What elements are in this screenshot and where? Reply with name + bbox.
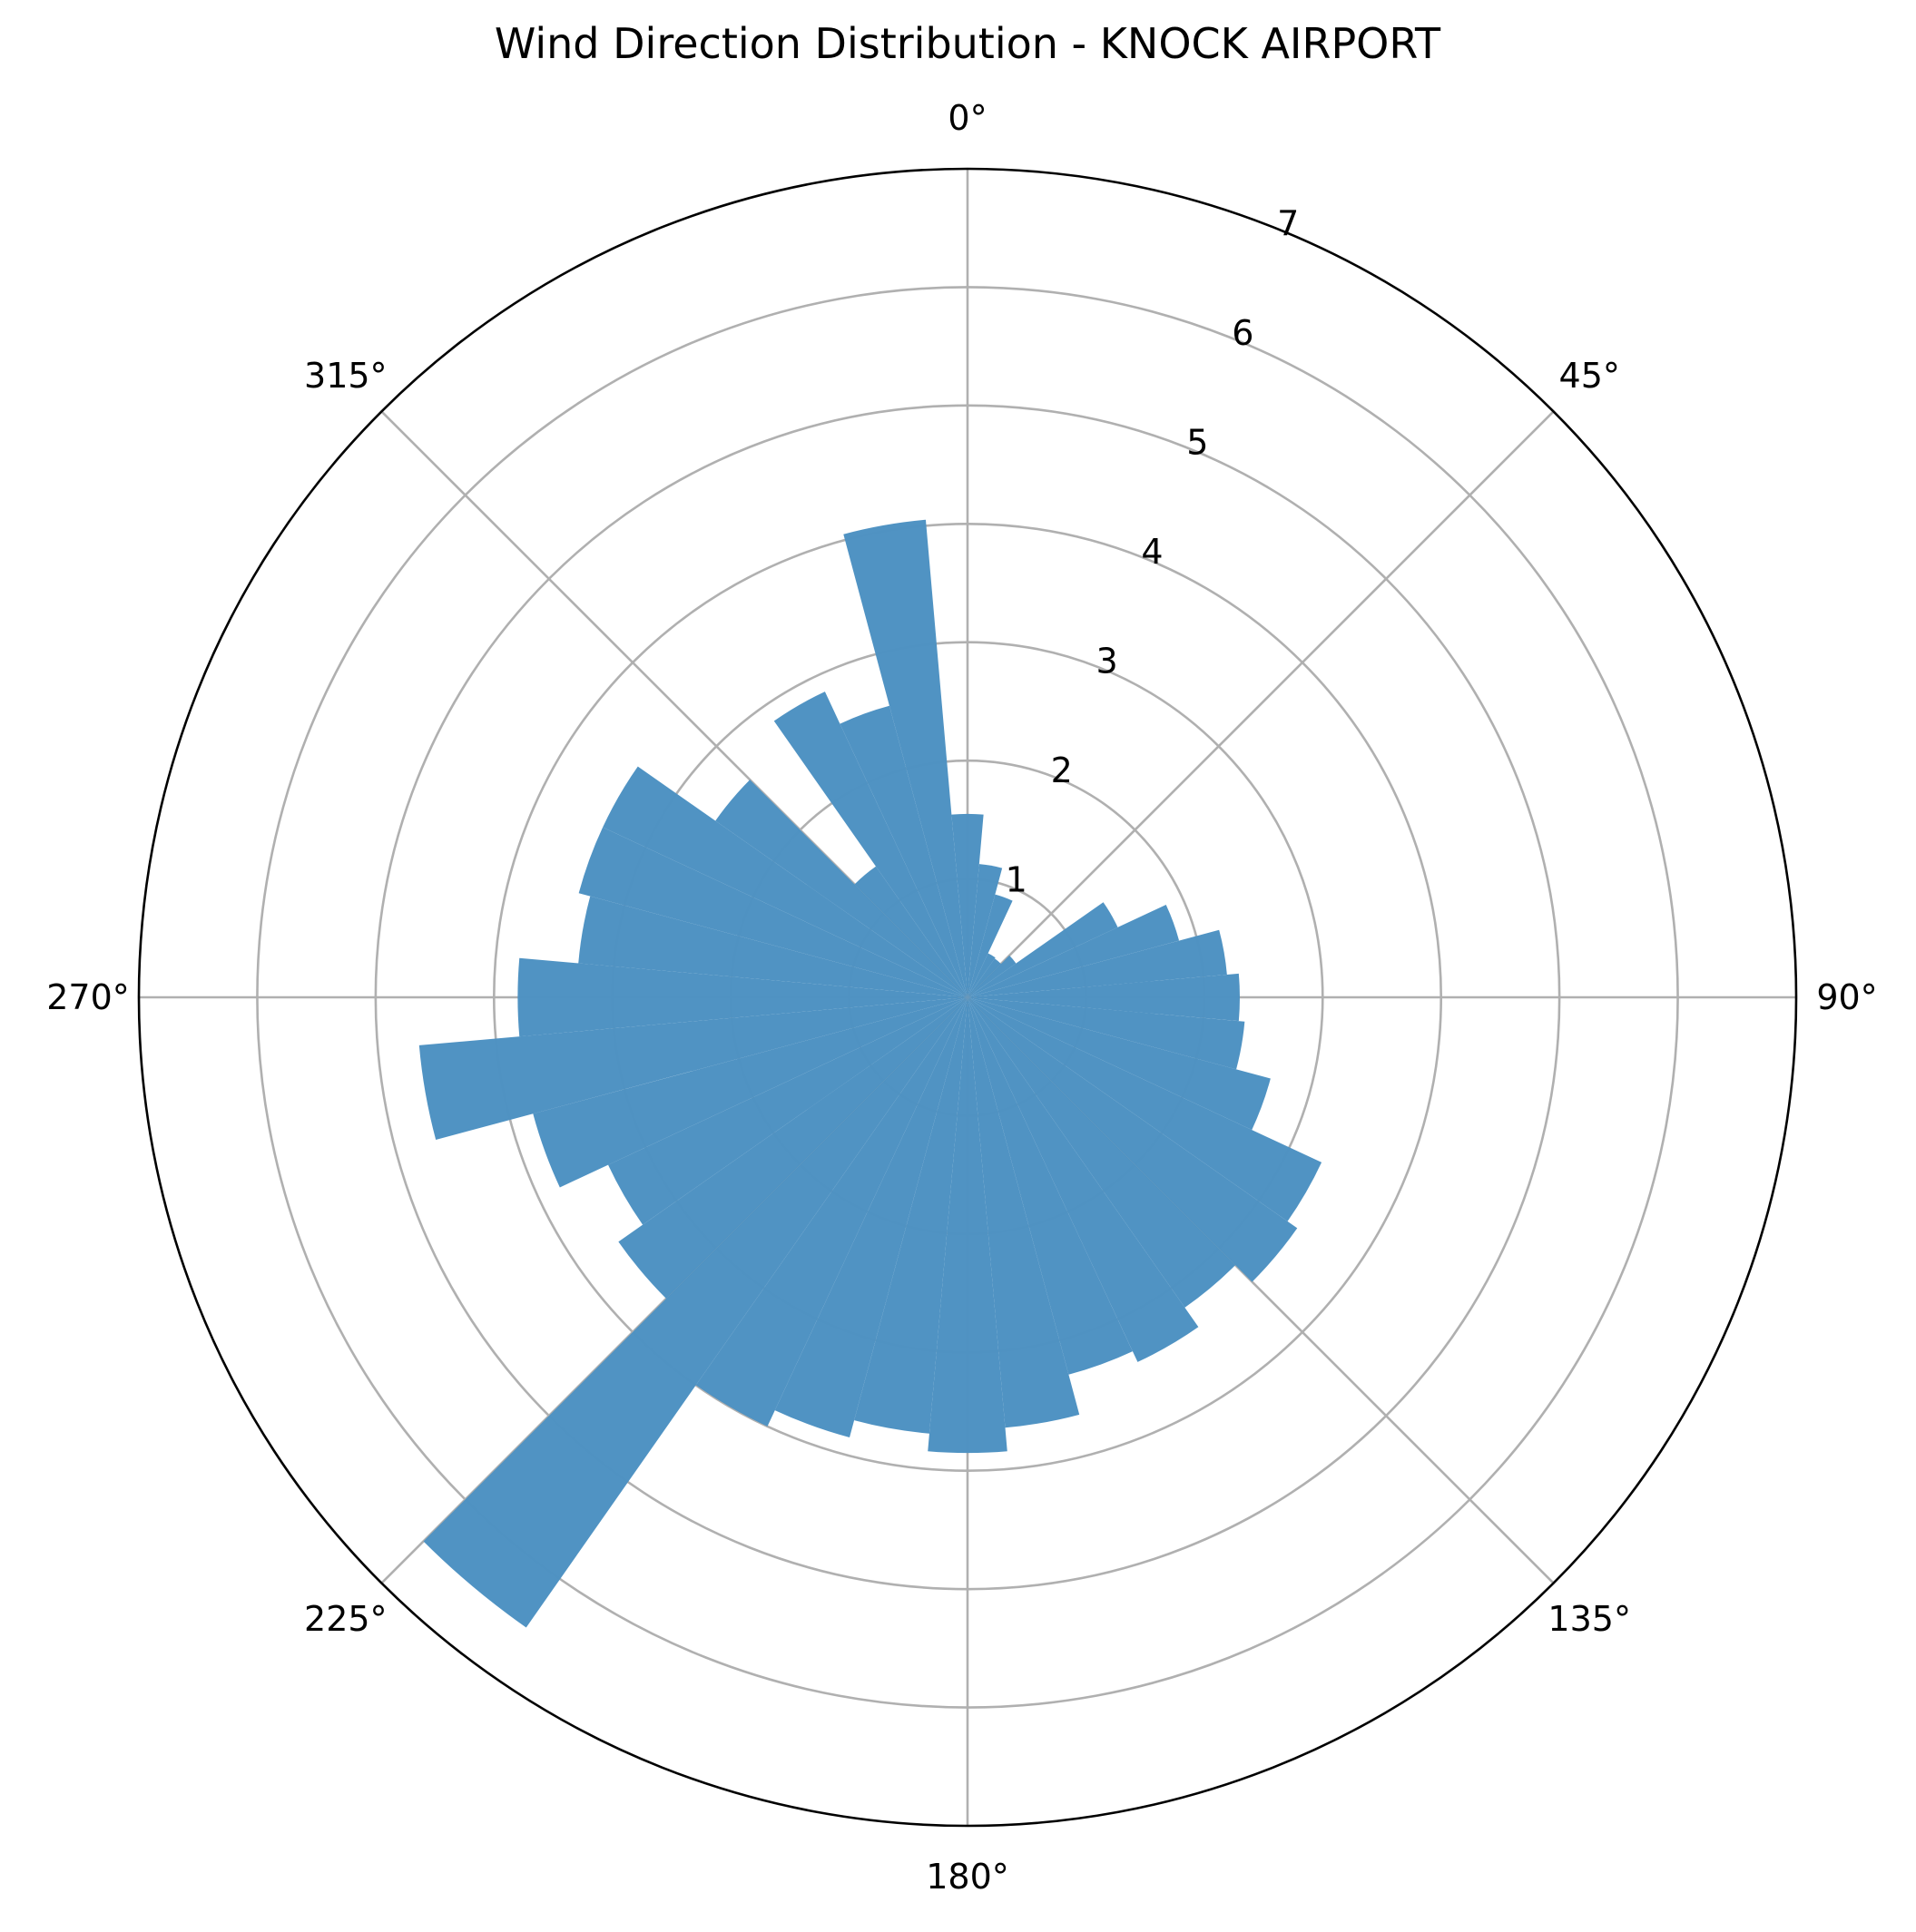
angular-gridline — [967, 410, 1555, 998]
angle-tick-labels: 0° 45° 90° 135° 180° 225° 270° 315° — [46, 98, 1877, 1897]
theta-tick-label: 90° — [1816, 977, 1877, 1017]
wind-bar-60 — [968, 902, 1118, 997]
wind-bar-0 — [951, 813, 984, 997]
theta-tick-label: 225° — [304, 1599, 388, 1639]
theta-tick-label: 270° — [46, 977, 130, 1017]
wind-bar-310 — [715, 780, 968, 997]
wind-bar-160 — [968, 997, 1133, 1375]
wind-bar-280 — [578, 896, 968, 997]
wind-bar-250 — [533, 997, 968, 1188]
wind-bar-80 — [968, 929, 1227, 997]
wind-bar-270 — [517, 957, 968, 1037]
r-tick-label: 3 — [1096, 641, 1118, 681]
wind-bar-50 — [968, 955, 1017, 997]
r-tick-label: 6 — [1232, 313, 1253, 353]
wind-bar-300 — [603, 766, 968, 997]
wind-bar-100 — [968, 997, 1245, 1070]
wind-bar-40 — [968, 958, 1001, 997]
wind-bar-180 — [928, 997, 1007, 1454]
wind-bar-70 — [968, 905, 1180, 997]
theta-tick-label: 180° — [926, 1857, 1009, 1897]
wind-bar-230 — [618, 997, 968, 1299]
wind-bar-30 — [968, 953, 996, 997]
wind-bar-320 — [854, 866, 968, 997]
theta-tick-label: 0° — [948, 98, 987, 138]
wind-bar-260 — [418, 997, 968, 1140]
polar-frame — [137, 167, 1798, 1828]
wind-bar-330 — [773, 691, 968, 997]
r-tick-label: 2 — [1051, 750, 1073, 790]
wind-bar-240 — [608, 997, 968, 1225]
wind-bar-10 — [968, 864, 1003, 997]
theta-tick-label: 315° — [304, 356, 388, 396]
chart-title: Wind Direction Distribution - KNOCK AIRP… — [495, 19, 1441, 68]
r-tick-label: 5 — [1186, 422, 1208, 462]
wind-bar-150 — [968, 997, 1199, 1362]
r-tick-label: 1 — [1006, 859, 1027, 899]
wind-bar-350 — [843, 519, 968, 997]
wind-bar-110 — [968, 997, 1271, 1131]
theta-tick-label: 135° — [1548, 1599, 1631, 1639]
wind-bar-220 — [423, 997, 968, 1628]
wind-bar-190 — [854, 997, 968, 1434]
wind-bar-120 — [968, 997, 1322, 1221]
wind-bar-130 — [968, 997, 1298, 1282]
theta-tick-label: 45° — [1559, 356, 1620, 396]
wind-bar-200 — [774, 997, 968, 1438]
wind-bar-140 — [968, 997, 1236, 1308]
wind-bar-290 — [578, 827, 968, 997]
wind-bar-20 — [968, 894, 1013, 997]
r-tick-label: 4 — [1141, 532, 1163, 572]
wind-bar-90 — [968, 973, 1240, 1022]
wind-bars — [418, 519, 1322, 1628]
wind-bar-340 — [840, 705, 968, 997]
wind-bar-210 — [695, 997, 968, 1427]
wind-bar-170 — [968, 997, 1080, 1428]
